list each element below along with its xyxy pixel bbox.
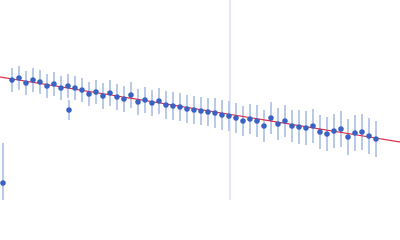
data-point bbox=[373, 136, 379, 142]
data-point bbox=[128, 92, 134, 98]
data-point bbox=[338, 126, 344, 132]
data-point bbox=[219, 112, 225, 118]
data-point bbox=[93, 89, 99, 95]
data-point bbox=[359, 129, 365, 135]
data-point bbox=[37, 79, 43, 85]
data-point bbox=[310, 123, 316, 129]
data-point bbox=[44, 83, 50, 89]
data-point bbox=[100, 93, 106, 99]
data-point bbox=[296, 124, 302, 130]
data-point bbox=[9, 77, 15, 83]
data-point bbox=[114, 94, 120, 100]
data-point bbox=[142, 97, 148, 103]
data-point bbox=[58, 85, 64, 91]
data-point bbox=[65, 83, 71, 89]
data-point bbox=[30, 77, 36, 83]
data-point bbox=[212, 110, 218, 116]
data-point bbox=[352, 130, 358, 136]
data-point bbox=[177, 104, 183, 110]
data-point bbox=[72, 85, 78, 91]
data-point bbox=[184, 106, 190, 112]
data-point bbox=[261, 123, 267, 129]
page: (() => { const data = JSON.parse(documen… bbox=[0, 0, 400, 200]
data-point bbox=[317, 129, 323, 135]
data-point bbox=[233, 115, 239, 121]
data-point bbox=[163, 102, 169, 108]
data-point bbox=[170, 103, 176, 109]
data-point bbox=[303, 125, 309, 131]
data-point bbox=[331, 128, 337, 134]
data-point bbox=[282, 118, 288, 124]
data-point bbox=[226, 113, 232, 119]
data-point bbox=[23, 80, 29, 86]
data-point bbox=[205, 109, 211, 115]
data-point bbox=[16, 75, 22, 81]
chart bbox=[0, 0, 400, 200]
data-point bbox=[275, 121, 281, 127]
data-point bbox=[107, 90, 113, 96]
data-point bbox=[240, 118, 246, 124]
data-point bbox=[51, 81, 57, 87]
data-point bbox=[149, 100, 155, 106]
data-point bbox=[366, 133, 372, 139]
data-point bbox=[135, 99, 141, 105]
data-point bbox=[345, 134, 351, 140]
data-point bbox=[66, 107, 72, 113]
data-point bbox=[191, 107, 197, 113]
data-point bbox=[254, 118, 260, 124]
data-point bbox=[79, 87, 85, 93]
data-point bbox=[156, 98, 162, 104]
data-point bbox=[121, 96, 127, 102]
data-point bbox=[247, 116, 253, 122]
data-point bbox=[0, 180, 6, 186]
data-point bbox=[198, 108, 204, 114]
data-point bbox=[268, 115, 274, 121]
data-point bbox=[86, 91, 92, 97]
data-point bbox=[324, 131, 330, 137]
data-point bbox=[289, 123, 295, 129]
